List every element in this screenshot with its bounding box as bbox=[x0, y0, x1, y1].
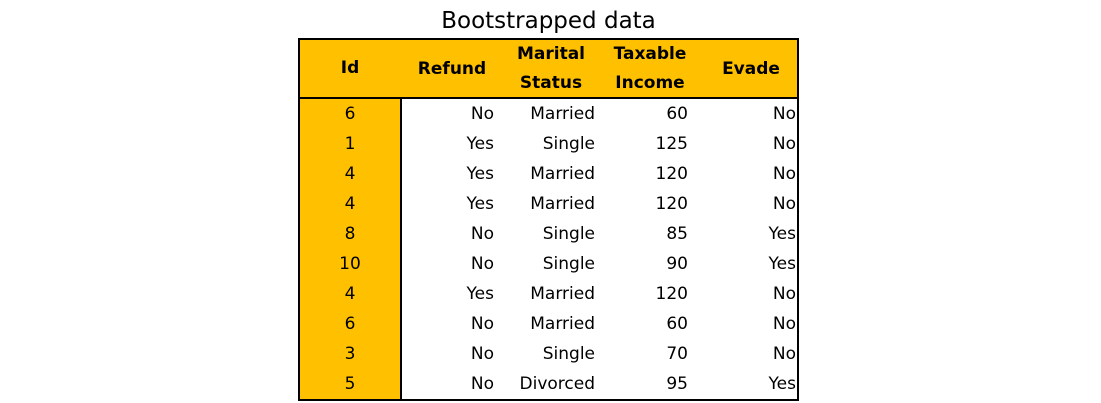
cell-evade: No bbox=[772, 344, 796, 364]
table-row: 1 Yes Single 125 No bbox=[300, 129, 797, 159]
cell-marital-status: Married bbox=[530, 104, 595, 124]
cell-refund: No bbox=[470, 104, 494, 124]
header-taxable-line1: Taxable bbox=[613, 44, 687, 64]
header-taxable-income: Taxable Income bbox=[603, 40, 697, 98]
cell-taxable-income: 120 bbox=[655, 194, 688, 214]
header-refund: Refund bbox=[417, 59, 487, 79]
cell-id: 3 bbox=[344, 344, 356, 364]
cell-marital-status: Married bbox=[530, 164, 595, 184]
cell-marital-status: Single bbox=[542, 254, 595, 274]
table-row: 4 Yes Married 120 No bbox=[300, 159, 797, 189]
header-marital-line1: Marital bbox=[516, 44, 586, 64]
cell-id: 5 bbox=[344, 374, 356, 394]
table-row: 8 No Single 85 Yes bbox=[300, 219, 797, 249]
table-row: 6 No Married 60 No bbox=[300, 99, 797, 129]
cell-evade: No bbox=[772, 164, 796, 184]
cell-taxable-income: 120 bbox=[655, 164, 688, 184]
cell-evade: No bbox=[772, 284, 796, 304]
header-evade: Evade bbox=[722, 59, 780, 79]
cell-marital-status: Single bbox=[542, 224, 595, 244]
id-column-background bbox=[300, 40, 402, 399]
cell-evade: Yes bbox=[768, 374, 796, 394]
cell-taxable-income: 60 bbox=[666, 314, 688, 334]
cell-marital-status: Single bbox=[542, 134, 595, 154]
header-taxable-line2: Income bbox=[615, 73, 685, 93]
cell-evade: No bbox=[772, 104, 796, 124]
table-row: 4 Yes Married 120 No bbox=[300, 189, 797, 219]
cell-taxable-income: 120 bbox=[655, 284, 688, 304]
cell-evade: No bbox=[772, 194, 796, 214]
cell-marital-status: Divorced bbox=[519, 374, 596, 394]
table-row: 6 No Married 60 No bbox=[300, 309, 797, 339]
cell-evade: No bbox=[772, 314, 796, 334]
cell-refund: No bbox=[470, 374, 494, 394]
cell-id: 6 bbox=[344, 314, 356, 334]
cell-refund: No bbox=[470, 344, 494, 364]
cell-refund: Yes bbox=[466, 164, 494, 184]
cell-evade: No bbox=[772, 134, 796, 154]
cell-taxable-income: 60 bbox=[666, 104, 688, 124]
cell-refund: Yes bbox=[466, 134, 494, 154]
table-body: 6 No Married 60 No 1 Yes Single 125 No 4… bbox=[300, 99, 797, 399]
cell-taxable-income: 90 bbox=[666, 254, 688, 274]
cell-id: 10 bbox=[339, 254, 361, 274]
cell-id: 6 bbox=[344, 104, 356, 124]
cell-id: 4 bbox=[344, 194, 356, 214]
cell-refund: No bbox=[470, 314, 494, 334]
data-table: Id Refund Marital Status Taxable Income … bbox=[298, 38, 799, 401]
table-row: 3 No Single 70 No bbox=[300, 339, 797, 369]
cell-taxable-income: 70 bbox=[666, 344, 688, 364]
header-marital-line2: Status bbox=[519, 73, 583, 93]
cell-taxable-income: 85 bbox=[666, 224, 688, 244]
table-title: Bootstrapped data bbox=[441, 8, 656, 34]
cell-marital-status: Single bbox=[542, 344, 595, 364]
header-marital-status: Marital Status bbox=[510, 40, 592, 98]
cell-refund: No bbox=[470, 224, 494, 244]
cell-marital-status: Married bbox=[530, 194, 595, 214]
cell-refund: Yes bbox=[466, 194, 494, 214]
cell-taxable-income: 95 bbox=[666, 374, 688, 394]
cell-marital-status: Married bbox=[530, 284, 595, 304]
table-header: Id Refund Marital Status Taxable Income … bbox=[300, 40, 797, 99]
table-row: 5 No Divorced 95 Yes bbox=[300, 369, 797, 399]
cell-id: 4 bbox=[344, 284, 356, 304]
cell-refund: No bbox=[470, 254, 494, 274]
header-id: Id bbox=[340, 58, 360, 78]
cell-refund: Yes bbox=[466, 284, 494, 304]
table-row: 10 No Single 90 Yes bbox=[300, 249, 797, 279]
cell-id: 4 bbox=[344, 164, 356, 184]
cell-id: 1 bbox=[344, 134, 356, 154]
cell-evade: Yes bbox=[768, 224, 796, 244]
cell-taxable-income: 125 bbox=[655, 134, 688, 154]
cell-marital-status: Married bbox=[530, 314, 595, 334]
cell-evade: Yes bbox=[768, 254, 796, 274]
cell-id: 8 bbox=[344, 224, 356, 244]
table-row: 4 Yes Married 120 No bbox=[300, 279, 797, 309]
